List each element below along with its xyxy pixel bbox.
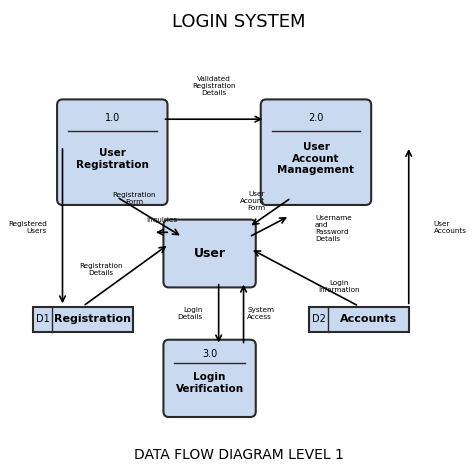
FancyBboxPatch shape: [164, 340, 256, 417]
Text: User: User: [193, 247, 226, 260]
Text: 3.0: 3.0: [202, 349, 217, 359]
Bar: [309, 307, 409, 332]
Text: User
Account
Management: User Account Management: [277, 142, 355, 175]
Text: User
Accounts: User Accounts: [434, 221, 466, 234]
Text: User
Registration: User Registration: [76, 148, 149, 170]
Text: User
Acount
Form: User Acount Form: [240, 191, 265, 211]
Bar: [33, 307, 133, 332]
Text: 2.0: 2.0: [308, 113, 324, 123]
Text: Validated
Registration
Details: Validated Registration Details: [192, 76, 236, 96]
Text: Login
Verification: Login Verification: [175, 372, 244, 394]
Text: Login
Details: Login Details: [178, 307, 203, 320]
Text: Registration
Form: Registration Form: [112, 192, 156, 205]
FancyBboxPatch shape: [261, 100, 371, 205]
Text: DATA FLOW DIAGRAM LEVEL 1: DATA FLOW DIAGRAM LEVEL 1: [134, 448, 344, 462]
FancyBboxPatch shape: [164, 219, 256, 287]
Text: Accounts: Accounts: [340, 314, 397, 325]
Text: D1: D1: [36, 314, 49, 325]
Text: Registration: Registration: [54, 314, 131, 325]
Text: 1.0: 1.0: [105, 113, 120, 123]
Text: Registration
Details: Registration Details: [79, 264, 123, 276]
Text: LOGIN SYSTEM: LOGIN SYSTEM: [172, 13, 306, 31]
Text: System
Access: System Access: [247, 307, 274, 320]
Text: Inquiries: Inquiries: [146, 217, 178, 223]
Text: Username
and
Password
Details: Username and Password Details: [315, 215, 352, 242]
Text: D2: D2: [312, 314, 326, 325]
Text: Login
Information: Login Information: [318, 280, 359, 293]
Text: Registered
Users: Registered Users: [8, 221, 46, 234]
FancyBboxPatch shape: [57, 100, 167, 205]
